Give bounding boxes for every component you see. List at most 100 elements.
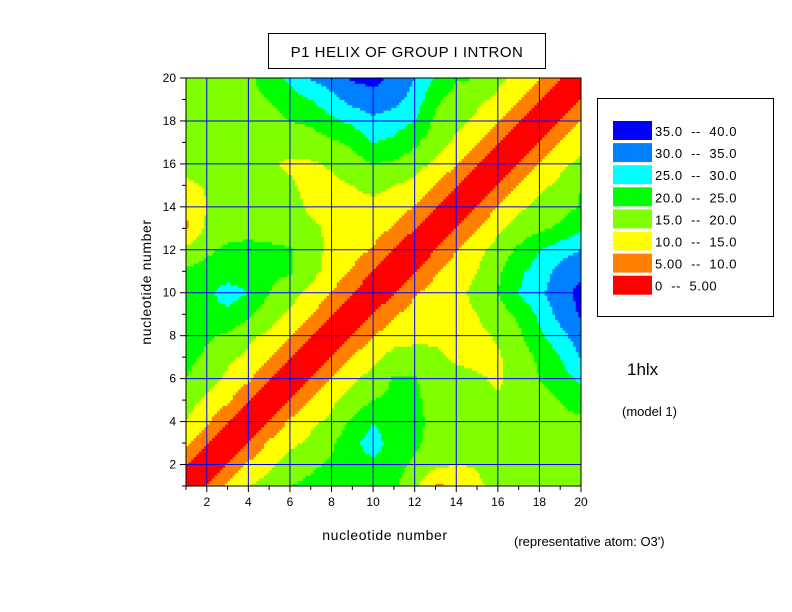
contour-band-segment: [365, 110, 384, 114]
contour-band-segment: [305, 437, 338, 441]
contour-band-segment: [531, 201, 579, 205]
contour-band-segment: [565, 405, 582, 409]
contour-band-segment: [422, 196, 447, 200]
contour-band-segment: [547, 185, 582, 189]
contour-band-segment: [487, 247, 514, 251]
contour-band-segment: [370, 314, 397, 318]
legend-label: 10.0 -- 15.0: [655, 235, 737, 250]
contour-band-segment: [542, 381, 579, 385]
contour-band-segment: [417, 448, 582, 452]
contour-band-segment: [557, 351, 579, 355]
contour-band-segment: [256, 453, 286, 457]
contour-band-segment: [435, 467, 475, 471]
y-tick-label: 10: [163, 286, 177, 300]
contour-band-segment: [206, 198, 304, 202]
contour-band-segment: [427, 190, 452, 194]
contour-band-segment: [456, 185, 496, 189]
contour-band-segment: [435, 112, 475, 116]
contour-band-segment: [367, 273, 413, 278]
contour-band-segment: [495, 236, 527, 240]
contour-band-segment: [557, 177, 582, 181]
contour-band-segment: [256, 308, 288, 312]
contour-band-segment: [448, 193, 488, 197]
contour-band-segment: [227, 241, 273, 245]
contour-band-segment: [419, 483, 436, 487]
contour-band-segment: [552, 126, 574, 130]
contour-band-segment: [451, 257, 483, 261]
contour-band-segment: [456, 131, 488, 135]
contour-band-segment: [456, 163, 478, 167]
contour-band-segment: [191, 440, 210, 444]
grid-lines: [186, 78, 581, 486]
contour-band-segment: [500, 139, 540, 143]
contour-band-segment: [336, 308, 377, 312]
contour-band-segment: [315, 80, 356, 84]
contour-band-segment: [536, 362, 564, 366]
contour-band-segment: [331, 354, 353, 358]
contour-band-segment: [186, 424, 208, 428]
contour-band-segment: [425, 260, 449, 264]
contour-band-segment: [518, 290, 546, 294]
contour-band-segment: [287, 308, 317, 312]
contour-band-segment: [328, 316, 369, 320]
contour-band-segment: [186, 91, 262, 95]
contour-band-segment: [414, 174, 444, 178]
contour-band-segment: [321, 386, 351, 390]
contour-band-segment: [188, 416, 213, 420]
contour-band-segment: [578, 204, 582, 208]
contour-band-segment: [523, 239, 561, 243]
contour-band-segment: [313, 333, 353, 337]
contour-band-segment: [443, 239, 468, 243]
y-tick-label: 12: [163, 243, 177, 257]
contour-band-segment: [214, 384, 244, 388]
contour-band-segment: [513, 166, 535, 170]
contour-band-segment: [560, 220, 582, 224]
contour-band-segment: [430, 469, 478, 473]
contour-band-segment: [534, 83, 556, 87]
contour-band-segment: [318, 327, 358, 331]
contour-band-segment: [456, 362, 504, 366]
contour-band-segment: [204, 225, 322, 229]
contour-band-segment: [575, 308, 582, 312]
contour-band-segment: [297, 389, 319, 393]
contour-band-segment: [544, 335, 569, 339]
contour-band-segment: [274, 104, 319, 108]
x-tick-label: 2: [203, 495, 210, 509]
contour-band-segment: [334, 448, 364, 452]
contour-band-segment: [430, 126, 462, 130]
contour-band-segment: [186, 102, 273, 106]
contour-band-segment: [186, 193, 205, 197]
contour-band-segment: [321, 263, 356, 267]
contour-band-segment: [552, 308, 577, 312]
contour-band-segment: [331, 314, 371, 318]
contour-band-segment: [206, 204, 304, 208]
contour-band-segment: [477, 314, 514, 318]
contour-band-segment: [263, 300, 296, 304]
contour-band-segment: [562, 169, 582, 173]
contour-band-segment: [503, 198, 535, 202]
contour-band-segment: [503, 378, 540, 382]
contour-band-segment: [186, 206, 208, 210]
contour-band-segment: [188, 443, 208, 447]
contour-band-segment: [503, 265, 530, 269]
contour-band-segment: [186, 282, 226, 286]
y-tick-label: 2: [169, 458, 176, 472]
contour-band-segment: [531, 308, 553, 312]
contour-band-segment: [438, 346, 499, 350]
contour-band-segment: [276, 410, 299, 414]
contour-band-segment: [503, 359, 535, 363]
contour-band-segment: [295, 120, 345, 125]
contour-band-segment: [474, 166, 514, 170]
contour-band-segment: [292, 483, 400, 487]
contour-band-segment: [339, 306, 379, 310]
contour-band-segment: [500, 83, 535, 87]
contour-band-segment: [321, 228, 390, 232]
contour-band-segment: [360, 284, 403, 288]
contour-band-segment: [521, 330, 543, 334]
contour-band-segment: [393, 346, 439, 350]
contour-band-segment: [575, 284, 582, 288]
contour-band-segment: [232, 456, 254, 460]
contour-band-segment: [560, 357, 582, 361]
contour-band-segment: [287, 80, 317, 84]
contour-band-segment: [263, 384, 304, 388]
